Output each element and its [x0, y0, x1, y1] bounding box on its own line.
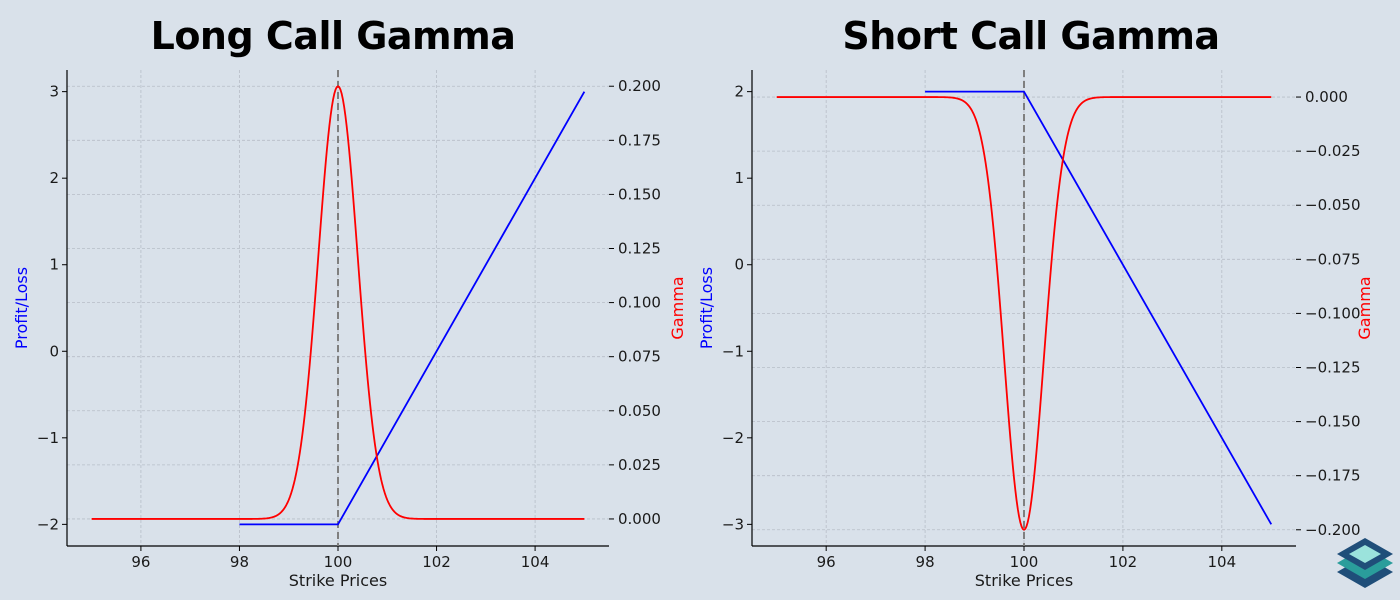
- y-tick-label: 1: [49, 256, 59, 274]
- brand-logo-icon: [1337, 538, 1393, 588]
- gamma-tick-label: −0.100: [1305, 304, 1361, 322]
- x-axis-label: Strike Prices: [975, 571, 1073, 590]
- gamma-curve: [776, 96, 1272, 531]
- gamma-tick-label: −0.075: [1305, 250, 1361, 268]
- y-tick-label: 1: [734, 169, 744, 187]
- gamma-tick-label: 0.025: [618, 456, 661, 474]
- gamma-tick-label: 0.000: [1305, 88, 1348, 106]
- y-tick-label: −2: [722, 429, 744, 447]
- short-call-chart-title: Short Call Gamma: [842, 14, 1220, 58]
- long-call-chart-title: Long Call Gamma: [150, 14, 516, 58]
- x-tick-label: 98: [916, 553, 935, 571]
- gamma-tick-label: −0.050: [1305, 196, 1361, 214]
- gamma-tick-label: 0.175: [618, 131, 661, 149]
- profit-loss-line: [239, 91, 586, 526]
- x-tick-label: 100: [1010, 553, 1039, 571]
- gamma-tick-label: −0.025: [1305, 142, 1361, 160]
- y-tick-label: −2: [37, 515, 59, 533]
- y-tick-label: 3: [49, 83, 59, 101]
- logo-highlight: [1349, 545, 1381, 563]
- x-tick-label: 98: [230, 553, 249, 571]
- y-tick-label: 2: [49, 169, 59, 187]
- y-tick-label: −1: [722, 342, 744, 360]
- gamma-axis-label: Gamma: [668, 276, 687, 339]
- x-tick-label: 96: [817, 553, 836, 571]
- x-tick-label: 104: [1207, 553, 1236, 571]
- y-tick-label: 2: [734, 83, 744, 101]
- gamma-tick-label: 0.100: [618, 294, 661, 312]
- gamma-tick-label: 0.000: [618, 510, 661, 528]
- gamma-tick-label: 0.200: [618, 77, 661, 95]
- long-call-chart: 96 98 100 102 104 −2 −1 0 1 2 3 0.000 0.025 0.050 0.07…: [12, 70, 687, 590]
- gamma-tick-label: 0.075: [618, 348, 661, 366]
- x-tick-label: 104: [521, 553, 550, 571]
- x-axis-label: Strike Prices: [289, 571, 387, 590]
- y-tick-label: −3: [722, 515, 744, 533]
- gamma-tick-label: 0.050: [618, 402, 661, 420]
- profit-loss-line: [925, 90, 1273, 525]
- y-tick-label: 0: [49, 342, 59, 360]
- y-tick-label: −1: [37, 429, 59, 447]
- x-tick-label: 102: [422, 553, 451, 571]
- gamma-tick-label: −0.150: [1305, 413, 1361, 431]
- short-call-chart: 96 98 100 102 104 −3 −2 −1 0 1 2 −0.200 −0.175 −0.150…: [697, 70, 1374, 590]
- gamma-axis-label: Gamma: [1355, 276, 1374, 339]
- x-tick-label: 100: [324, 553, 353, 571]
- gamma-tick-label: 0.150: [618, 185, 661, 203]
- y-tick-label: 0: [734, 256, 744, 274]
- gamma-tick-label: −0.125: [1305, 359, 1361, 377]
- x-tick-label: 96: [131, 553, 150, 571]
- gamma-curve: [91, 85, 585, 520]
- y-axis-label: Profit/Loss: [12, 267, 31, 349]
- y-axis-label: Profit/Loss: [697, 267, 716, 349]
- gamma-tick-label: −0.200: [1305, 521, 1361, 539]
- gamma-tick-label: 0.125: [618, 240, 661, 258]
- x-tick-label: 102: [1109, 553, 1138, 571]
- gamma-tick-label: −0.175: [1305, 467, 1361, 485]
